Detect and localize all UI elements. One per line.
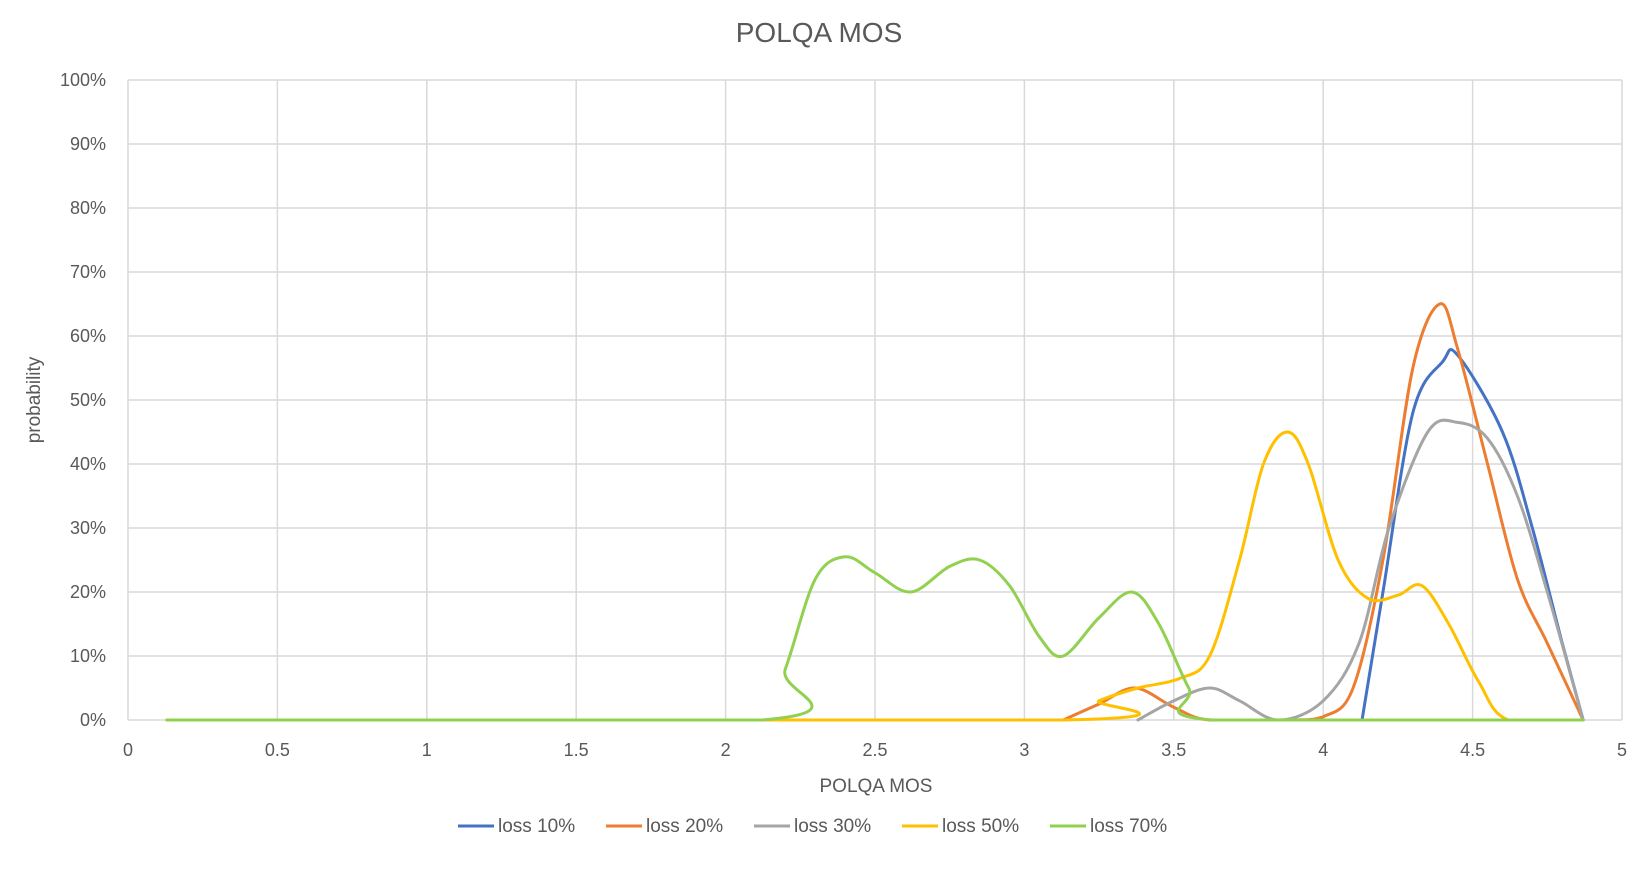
x-tick-label: 3 <box>1019 740 1029 760</box>
x-tick-label: 0.5 <box>265 740 290 760</box>
x-tick-label: 4.5 <box>1460 740 1485 760</box>
x-tick-label: 0 <box>123 740 133 760</box>
x-tick-label: 1 <box>422 740 432 760</box>
y-tick-label: 100% <box>60 70 106 90</box>
y-tick-label: 10% <box>70 646 106 666</box>
y-tick-label: 60% <box>70 326 106 346</box>
y-tick-label: 90% <box>70 134 106 154</box>
series-lines <box>165 302 1585 722</box>
legend: loss 10% loss 20% loss 30% loss 50% loss 70% <box>458 816 1167 837</box>
x-tick-label: 2 <box>721 740 731 760</box>
y-tick-label: 20% <box>70 582 106 602</box>
legend-label: loss 30% <box>794 816 871 837</box>
y-tick-label: 50% <box>70 390 106 410</box>
legend-label: loss 10% <box>498 816 575 837</box>
chart-title: POLQA MOS <box>736 17 903 48</box>
series-line-4 <box>165 430 1585 722</box>
series-line-5 <box>165 555 1585 722</box>
series-line-2 <box>1061 302 1585 722</box>
y-tick-label: 70% <box>70 262 106 282</box>
y-axis-ticks: 0% 10% 20% 30% 40% 50% 60% 70% 80% 90% 100% <box>60 70 106 730</box>
grid <box>127 79 1623 721</box>
x-tick-label: 3.5 <box>1161 740 1186 760</box>
y-axis-label: probability <box>24 356 45 443</box>
y-tick-label: 0% <box>80 710 106 730</box>
x-tick-label: 4 <box>1318 740 1328 760</box>
y-tick-label: 40% <box>70 454 106 474</box>
series-line-1 <box>1360 348 1585 722</box>
y-tick-label: 80% <box>70 198 106 218</box>
y-tick-label: 30% <box>70 518 106 538</box>
x-tick-label: 2.5 <box>862 740 887 760</box>
series-line-3 <box>1136 418 1585 722</box>
legend-label: loss 50% <box>942 816 1019 837</box>
x-axis-ticks: 0 0.5 1 1.5 2 2.5 3 3.5 4 4.5 5 <box>123 740 1627 760</box>
legend-label: loss 20% <box>646 816 723 837</box>
x-axis-label: POLQA MOS <box>820 776 933 797</box>
x-tick-label: 5 <box>1617 740 1627 760</box>
legend-label: loss 70% <box>1090 816 1167 837</box>
x-tick-label: 1.5 <box>564 740 589 760</box>
